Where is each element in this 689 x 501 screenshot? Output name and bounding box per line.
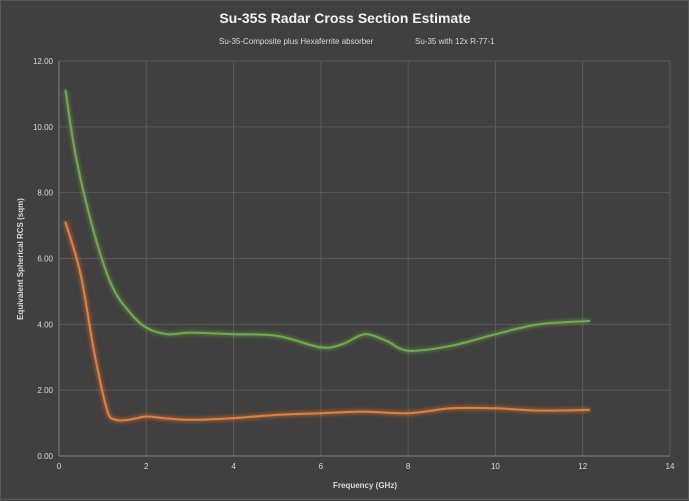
legend-label: Su-35-Composite plus Hexaferrite absorbe… (219, 37, 374, 46)
y-tick-label: 8.00 (37, 189, 53, 198)
x-tick-label: 14 (666, 462, 675, 471)
series-composite-line (64, 221, 591, 422)
x-axis-label: Frequency (GHz) (333, 481, 397, 490)
y-tick-label: 0.00 (37, 452, 53, 461)
x-tick-label: 6 (319, 462, 324, 471)
y-tick-label: 12.00 (33, 57, 54, 66)
grid (59, 60, 671, 456)
series-group (64, 89, 591, 422)
y-tick-label: 2.00 (37, 386, 53, 395)
y-tick-label: 10.00 (33, 123, 54, 132)
x-tick-label: 10 (491, 462, 500, 471)
x-tick-label: 4 (231, 462, 236, 471)
series-r77-line (64, 89, 591, 352)
chart-title: Su-35S Radar Cross Section Estimate (219, 10, 471, 26)
x-tick-label: 2 (144, 462, 149, 471)
x-tick-label: 0 (57, 462, 62, 471)
axes: 0.00 2.00 4.00 6.00 8.00 10.00 12.00 0 2 4 6 8 10 12 1… (33, 57, 675, 471)
y-axis-label: Equivalent Spherical RCS (sqm) (16, 198, 25, 320)
y-tick-label: 4.00 (37, 320, 53, 329)
legend: Su-35-Composite plus Hexaferrite absorbe… (195, 37, 495, 46)
x-tick-label: 12 (578, 462, 587, 471)
y-tick-label: 6.00 (37, 255, 53, 264)
legend-label: Su-35 with 12x R-77-1 (415, 37, 495, 46)
x-tick-label: 8 (406, 462, 411, 471)
